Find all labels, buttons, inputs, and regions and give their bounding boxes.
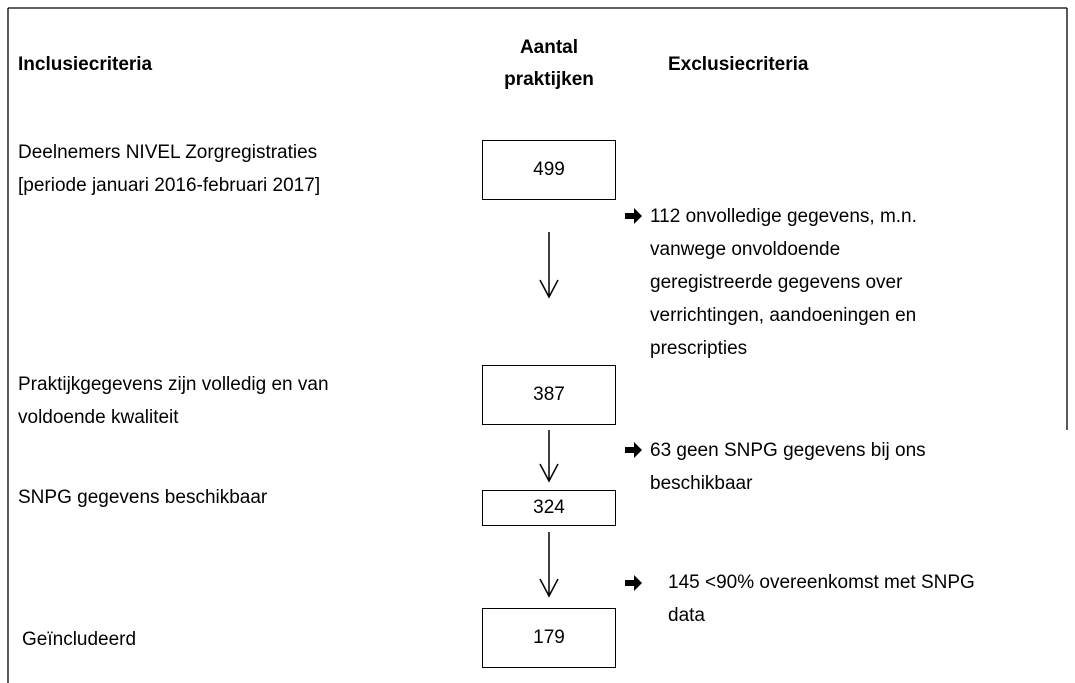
inclusion-text: [periode januari 2016-februari 2017] [18,175,321,196]
exclusion-text: beschikbaar [650,473,753,494]
count-header: Aantal [519,37,579,58]
count-box: 499 [482,140,616,200]
exclusion-header: Exclusiecriteria [668,54,809,75]
exclusion-text: geregistreerde gegevens over [650,272,903,293]
inclusion-text: Deelnemers NIVEL Zorgregistraties [18,142,318,163]
side-arrows [625,208,642,591]
exclusion-text: 63 geen SNPG gegevens bij ons [650,440,926,461]
count-box: 324 [482,490,616,526]
exclusion-text: prescripties [650,338,748,359]
inclusion-text: voldoende kwaliteit [18,407,179,428]
down-arrows [539,232,559,598]
count-box: 387 [482,365,616,425]
count-header: praktijken [504,69,594,90]
inclusion-text: SNPG gegevens beschikbaar [18,487,268,508]
exclusion-text: 112 onvolledige gegevens, m.n. [650,206,917,227]
inclusion-text: Praktijkgegevens zijn volledig en van [18,374,329,395]
exclusion-text: 145 <90% overeenkomst met SNPG [668,572,975,593]
exclusion-text: vanwege onvoldoende [650,239,841,260]
exclusion-text: verrichtingen, aandoeningen en [650,305,917,326]
exclusion-text: data [668,605,705,626]
count-box: 179 [482,608,616,668]
inclusion-header: Inclusiecriteria [18,54,153,75]
inclusion-text: Geïncludeerd [22,629,137,650]
